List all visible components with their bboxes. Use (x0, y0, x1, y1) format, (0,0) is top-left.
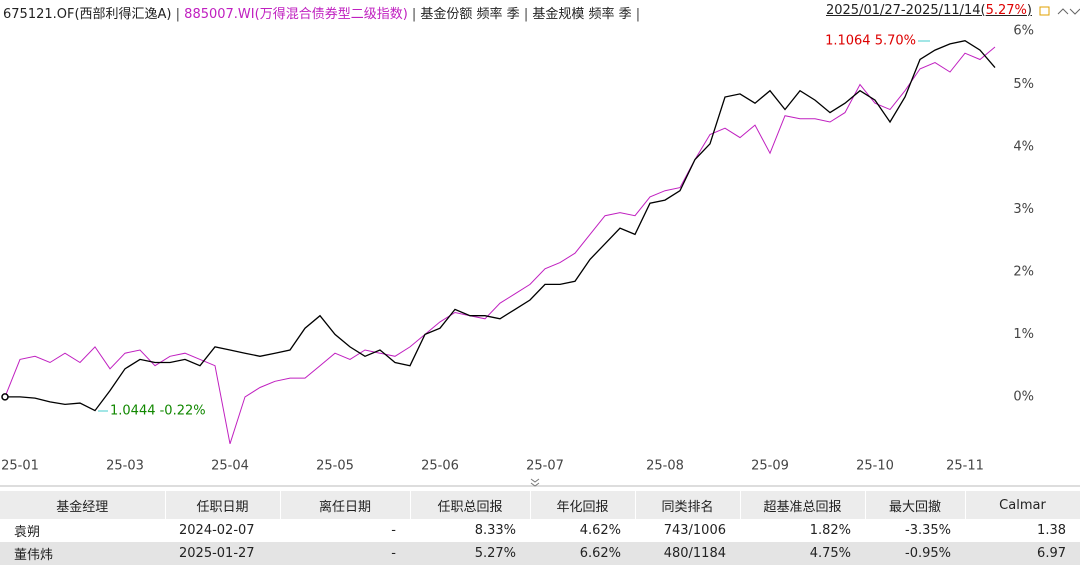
cell: 1.38 (1037, 523, 1066, 538)
table-header: 基金经理 任职日期 离任日期 任职总回报 年化回报 同类排名 超基准总回报 最大回撤 Calma… (0, 491, 1080, 519)
cell: 袁朔 (14, 525, 41, 540)
cell: - (280, 542, 410, 565)
x-tick-label: 25-06 (421, 459, 459, 474)
fund-name[interactable]: 675121.OF(西部利得汇逸A) (3, 7, 172, 22)
column-header[interactable]: Calmar (965, 491, 1080, 519)
cell: 6.97 (965, 542, 1080, 565)
manager-table: 基金经理 任职日期 离任日期 任职总回报 年化回报 同类排名 超基准总回报 最大回撤 Calma… (0, 491, 1080, 565)
y-tick-label: 6% (1013, 24, 1034, 39)
cell: 1.82% (809, 523, 851, 538)
x-tick-label: 25-04 (211, 459, 249, 474)
cell: 2024-02-07 (179, 523, 255, 538)
min-annotation: 1.0444 -0.22% (110, 404, 206, 419)
y-tick-label: 2% (1013, 264, 1034, 279)
series-line (4, 46, 996, 444)
range-return: 5.27% (985, 3, 1027, 18)
cell: -3.35% (905, 523, 951, 538)
table-row[interactable]: 袁朔 2024-02-07 - 8.33% 4.62% 743/1006 1.82% -3.3… (0, 519, 1080, 542)
header-item[interactable]: 基金规模 频率 季 (532, 7, 632, 22)
y-tick-label: 1% (1013, 327, 1034, 342)
cell: 4.75% (740, 542, 865, 565)
index-name[interactable]: 885007.WI(万得混合债券型二级指数) (184, 7, 408, 22)
x-tick-label: 25-05 (316, 459, 354, 474)
column-header[interactable]: 离任日期 (280, 491, 411, 519)
cell: 743/1006 (663, 523, 726, 538)
cell: 8.33% (474, 523, 516, 538)
column-header[interactable]: 任职总回报 (410, 491, 531, 519)
cell: 4.62% (579, 523, 621, 538)
max-annotation: 1.1064 5.70% (825, 34, 916, 49)
series-line (5, 40, 996, 412)
collapse-icon[interactable] (530, 478, 540, 487)
chart: 1.1064 5.70% 1.0444 -0.22% 0% 1% 2% 3% 4% 5% 6… (0, 6, 1080, 487)
range-text: 2025/01/27-2025/11/14 (825, 3, 981, 18)
y-tick-label: 0% (1013, 389, 1034, 404)
y-tick-label: 3% (1013, 202, 1034, 217)
x-tick-label: 25-09 (751, 459, 789, 474)
lock-icon[interactable] (1039, 6, 1050, 16)
cell: - (391, 523, 396, 538)
column-header[interactable]: 最大回撤 (865, 491, 966, 519)
x-tick-label: 25-10 (856, 459, 894, 474)
cell: 5.27% (410, 542, 530, 565)
y-tick-label: 4% (1013, 139, 1034, 154)
cell: 2025-01-27 (165, 542, 280, 565)
column-header[interactable]: 同类排名 (635, 491, 741, 519)
x-tick-label: 25-07 (526, 459, 564, 474)
x-tick-label: 25-01 (1, 459, 39, 474)
column-header[interactable]: 任职日期 (165, 491, 281, 519)
column-header[interactable]: 年化回报 (530, 491, 636, 519)
table-row[interactable]: 董伟炜 2025-01-27-5.27% 6.62% 480/1184 4.75% -0.… (0, 542, 1080, 565)
cell: 6.62% (530, 542, 635, 565)
cell: 480/1184 (635, 542, 740, 565)
x-tick-label: 25-11 (946, 459, 984, 474)
x-tick-label: 25-08 (646, 459, 684, 474)
y-tick-label: 5% (1013, 77, 1034, 92)
date-range[interactable]: 2025/01/27-2025/11/14(5.27%) (825, 3, 1032, 18)
column-header[interactable]: 基金经理 (0, 491, 166, 519)
arrows[interactable] (1057, 8, 1080, 15)
start-marker (1, 393, 9, 401)
x-tick-label: 25-03 (106, 459, 144, 474)
header-item[interactable]: 基金份额 频率 季 (420, 7, 520, 22)
cell: 董伟炜 (0, 542, 165, 565)
cell: -0.95% (865, 542, 965, 565)
header: 675121.OF(西部利得汇逸A) | 885007.WI(万得混合债券型二级… (3, 7, 641, 22)
table-body: 袁朔 2024-02-07 - 8.33% 4.62% 743/1006 1.82% -3.3… (0, 519, 1080, 565)
column-header[interactable]: 超基准总回报 (740, 491, 866, 519)
